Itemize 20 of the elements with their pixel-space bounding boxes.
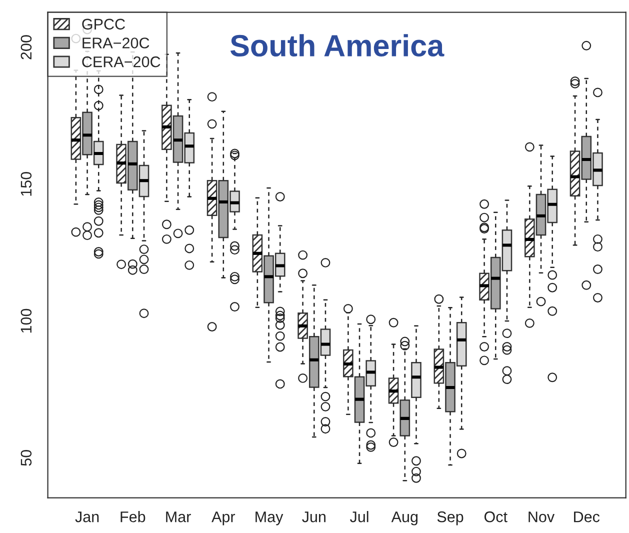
text: South America: [230, 34, 444, 57]
y-tick-label: 150: [20, 172, 32, 196]
y-tick-label: 200: [20, 35, 32, 60]
x-tick-label: Dec: [574, 512, 600, 522]
x-tick-label: Sep: [437, 511, 464, 526]
x-tick-label: Nov: [528, 512, 555, 522]
legend-label: ERA−20C: [82, 38, 150, 48]
x-tick-label: Mar: [166, 512, 191, 522]
x-tick-label: Jun: [302, 512, 326, 522]
x-tick-label: Jan: [75, 512, 99, 522]
x-tick-label: Oct: [484, 511, 508, 522]
y-tick-label: 100: [20, 308, 32, 333]
x-tick-label: Jul: [350, 511, 368, 522]
x-tick-label: May: [256, 512, 284, 526]
x-tick-label: Aug: [391, 512, 418, 526]
legend-label: CERA−20C: [82, 56, 160, 68]
x-tick-label: Feb: [120, 511, 146, 522]
legend-label: GPCC: [82, 18, 125, 30]
y-tick-label: 50: [20, 450, 32, 466]
x-tick-label: Apr: [212, 512, 236, 526]
